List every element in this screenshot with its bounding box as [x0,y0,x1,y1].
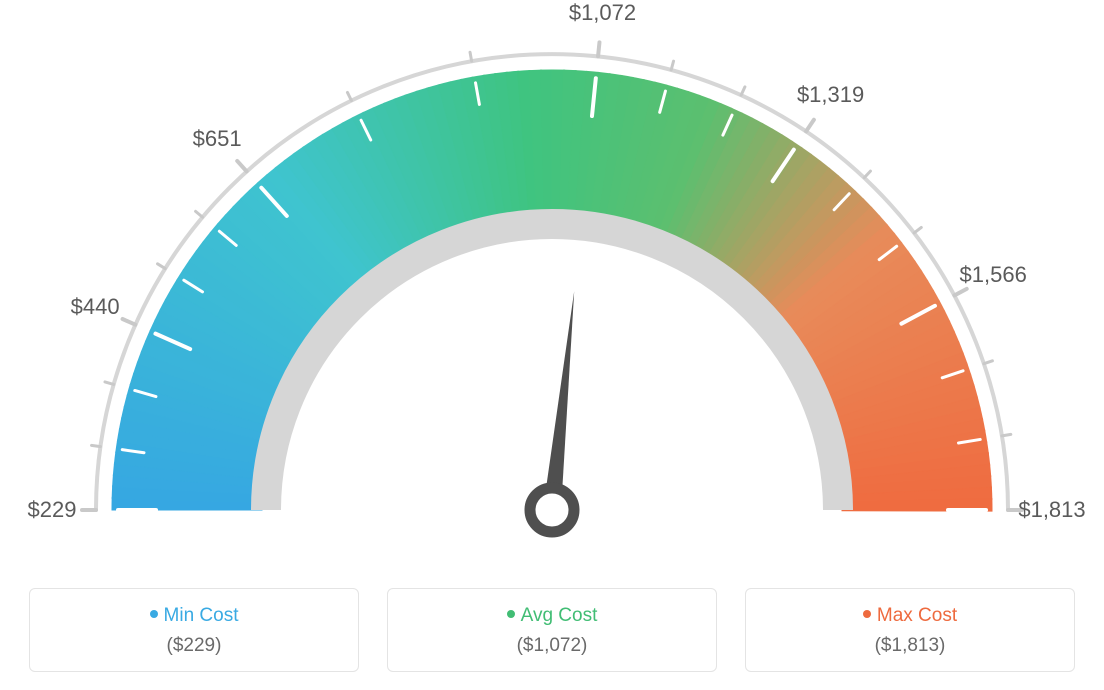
gauge-tick-label: $229 [28,497,77,523]
legend-dot-icon [150,610,158,618]
legend-value-avg: ($1,072) [388,635,716,657]
legend-row: Min Cost ($229) Avg Cost ($1,072) Max Cost ($… [0,588,1104,672]
cost-gauge: $229 $440 $651 $1,072 $1,319 $1,566 $1,813 [0,0,1104,560]
gauge-tick-label: $1,566 [960,262,1027,288]
legend-value-max: ($1,813) [746,635,1074,657]
gauge-tick-label: $1,813 [1018,497,1085,523]
legend-title-avg: Avg Cost [388,605,716,627]
legend-dot-icon [507,610,515,618]
gauge-svg [0,0,1104,560]
legend-title-text: Max Cost [877,605,957,626]
legend-card-max: Max Cost ($1,813) [745,588,1075,672]
legend-value-min: ($229) [30,635,358,657]
legend-title-min: Min Cost [30,605,358,627]
legend-card-avg: Avg Cost ($1,072) [387,588,717,672]
legend-title-text: Avg Cost [521,605,598,626]
gauge-tick-label: $1,072 [569,0,636,26]
legend-dot-icon [863,610,871,618]
gauge-tick-label: $651 [193,126,242,152]
gauge-tick-label: $1,319 [797,82,864,108]
legend-title-text: Min Cost [164,605,239,626]
legend-card-min: Min Cost ($229) [29,588,359,672]
legend-title-max: Max Cost [746,605,1074,627]
gauge-tick-label: $440 [71,294,120,320]
